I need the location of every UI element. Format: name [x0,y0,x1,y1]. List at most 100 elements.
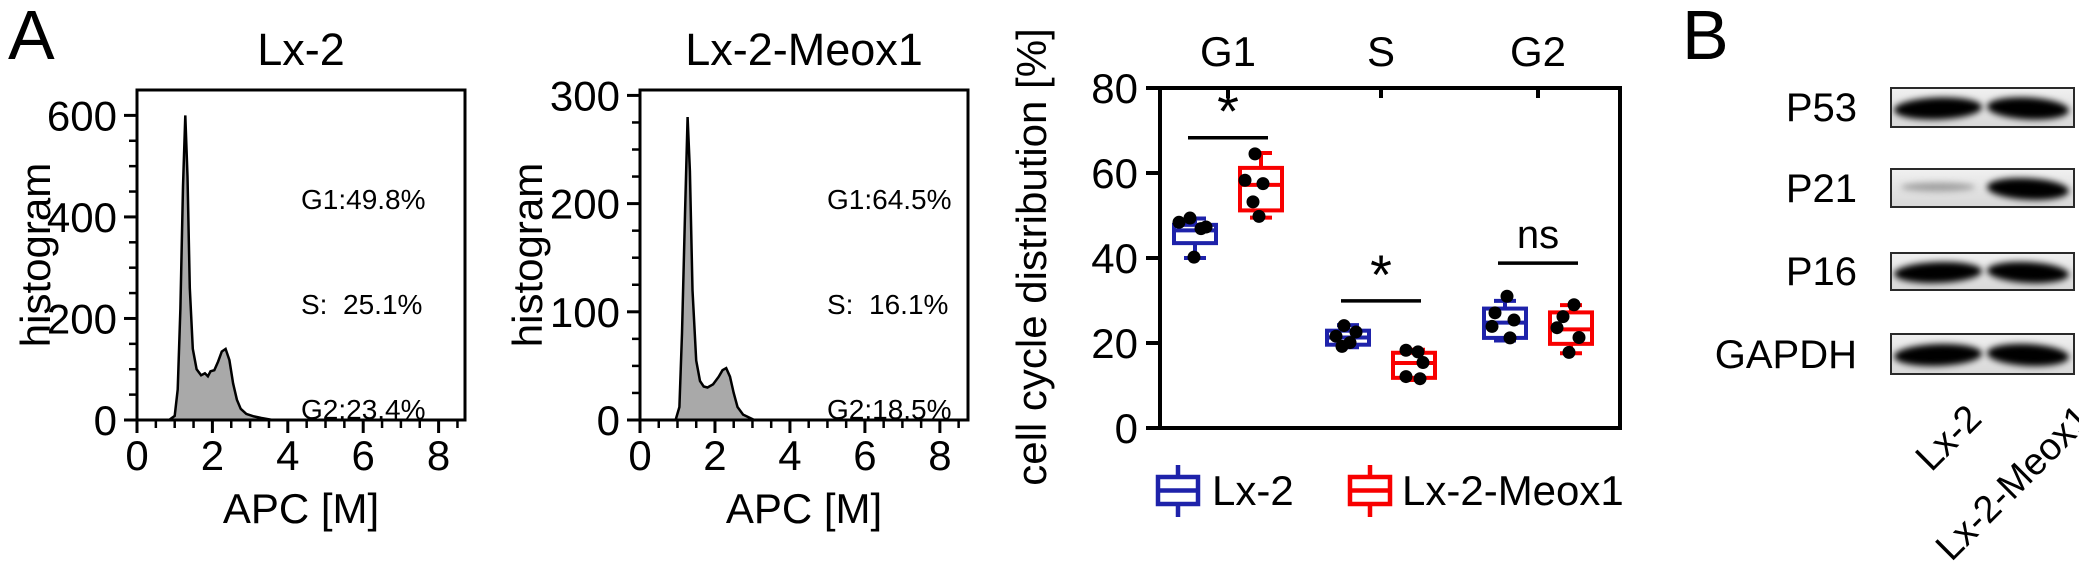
data-point [1485,319,1499,333]
hist-meox1: 0 100 200 300 0 2 4 6 8 [550,72,970,479]
blot-label-p53: P53 [1785,86,1857,130]
data-point [1556,310,1570,324]
hist-meox1-frame [638,88,970,422]
cell-cycle-box: 0 20 40 60 80 G1 S G2 * * ns [1091,28,1622,452]
data-point [1567,298,1581,312]
hist-meox1-xtick-label: 6 [853,432,876,479]
panel-a-label: A [8,0,55,74]
hist-meox1-xtick-label: 0 [628,432,651,479]
hist2-y-axis-label: histogram [504,162,551,348]
data-point [1503,331,1517,345]
hist1-g2-value: G2:23.4% [301,394,426,425]
cell-cycle-box-ytick-label: 20 [1091,320,1138,367]
hist-meox1-ytick-label: 300 [550,72,620,119]
legend-symbol-meox1 [1347,465,1393,517]
data-point [1349,325,1363,339]
protein-band-strong [1987,178,2069,200]
hist-lx2-area [169,115,273,421]
hist-lx2: 0 200 400 600 0 2 4 6 8 [47,88,467,479]
protein-band-faint [1901,182,1975,192]
protein-band-strong [1987,343,2069,367]
cell-cycle-box-ytick-label: 0 [1115,405,1138,452]
significance-label-g2: ns [1517,213,1559,257]
significance-label-s: * [1370,243,1392,306]
legend-label-lx2: Lx-2 [1212,467,1294,514]
category-label-g2: G2 [1510,28,1566,75]
hist-lx2-ytick-label: 200 [47,295,117,342]
blot-image-p21 [1890,168,2075,208]
hist-lx2-ytick-label: 400 [47,194,117,241]
box-series-Lx-2-Meox1 [1238,147,1594,386]
significance-label-g1: * [1217,80,1239,143]
data-point [1187,250,1201,264]
hist-lx2-xtick-label: 4 [276,432,299,479]
hist2-g2-value: G2:18.5% [827,394,952,425]
hist-meox1-curve [674,116,755,422]
hist-lx2-ytick-label: 600 [47,92,117,139]
data-point [1248,147,1262,161]
data-point [1256,177,1270,191]
hist1-g1-value: G1:49.8% [301,184,426,215]
hist2-phase-stats: G1:64.5% S: 16.1% G2:18.5% [827,112,952,497]
cell-cycle-box-ytick-label: 60 [1091,150,1138,197]
blot-label-p21: P21 [1785,167,1857,211]
hist-meox1-xtick-label: 2 [703,432,726,479]
cell-cycle-box-ytick-label: 40 [1091,235,1138,282]
hist-lx2-curve [168,115,273,422]
data-point [1500,289,1514,303]
hist1-x-axis-label: APC [M] [222,485,380,532]
hist2-s-value: S: 16.1% [827,289,949,320]
data-point [1337,319,1351,333]
data-point [1194,222,1208,236]
hist-meox1-xtick-label: 8 [928,432,951,479]
protein-band-strong [1894,97,1982,120]
hist-lx2-xtick-label: 0 [125,432,148,479]
data-point [1411,345,1425,359]
blot-label-p16: P16 [1785,250,1857,294]
data-point [1572,330,1586,344]
protein-band-strong [1987,97,2069,120]
data-point [1183,211,1197,225]
data-point [1562,345,1576,359]
data-point [1550,321,1564,335]
hist-lx2-xtick-label: 2 [201,432,224,479]
hist1-title: Lx-2 [257,24,345,75]
hist-meox1-ytick-label: 100 [550,289,620,336]
hist-lx2-xtick-label: 6 [352,432,375,479]
hist1-phase-stats: G1:49.8% S: 25.1% G2:23.4% [301,112,426,497]
data-point [1413,372,1427,386]
box-series-Lx-2 [1172,211,1528,353]
blot-image-p53 [1890,87,2075,128]
boxplot-y-axis-label: cell cycle distribution [%] [1008,28,1055,486]
data-point [1399,370,1413,384]
protein-band-strong [1894,261,1982,284]
hist2-g1-value: G1:64.5% [827,184,952,215]
hist-meox1-ytick-label: 200 [550,181,620,228]
panel-b-label: B [1682,0,1729,74]
hist-lx2-frame [135,88,467,422]
hist1-s-value: S: 25.1% [301,289,423,320]
blot-image-p16 [1890,252,2075,291]
data-point [1246,195,1260,209]
protein-band-strong [1987,261,2069,284]
protein-band-strong [1894,343,1982,367]
hist-lx2-ytick-label: 0 [94,397,117,444]
data-point [1238,173,1252,187]
data-point [1488,306,1502,320]
data-point [1335,339,1349,353]
hist-meox1-xtick-label: 4 [778,432,801,479]
data-point [1399,343,1413,357]
hist-lx2-xtick-label: 8 [427,432,450,479]
legend-symbol-lx2 [1155,465,1201,517]
data-point [1507,313,1521,327]
data-point [1329,329,1343,343]
data-point [1252,209,1266,223]
blot-image-gapdh [1890,333,2075,375]
hist2-x-axis-label: APC [M] [725,485,883,532]
category-label-s: S [1367,28,1395,75]
data-point [1172,215,1186,229]
hist2-title: Lx-2-Meox1 [685,24,923,75]
hist1-y-axis-label: histogram [12,162,59,348]
